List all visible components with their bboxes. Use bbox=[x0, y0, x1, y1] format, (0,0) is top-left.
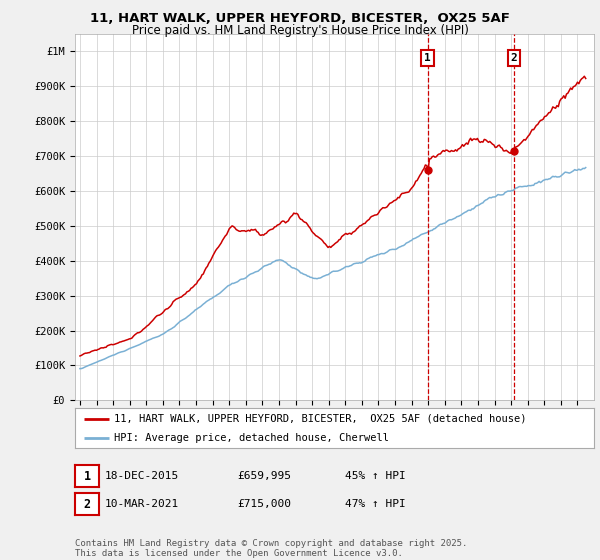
Text: 45% ↑ HPI: 45% ↑ HPI bbox=[345, 471, 406, 481]
Text: 47% ↑ HPI: 47% ↑ HPI bbox=[345, 499, 406, 509]
Text: £659,995: £659,995 bbox=[237, 471, 291, 481]
Text: 2: 2 bbox=[511, 53, 518, 63]
Text: HPI: Average price, detached house, Cherwell: HPI: Average price, detached house, Cher… bbox=[114, 433, 389, 443]
Text: Contains HM Land Registry data © Crown copyright and database right 2025.
This d: Contains HM Land Registry data © Crown c… bbox=[75, 539, 467, 558]
Text: 1: 1 bbox=[83, 469, 91, 483]
Text: 11, HART WALK, UPPER HEYFORD, BICESTER,  OX25 5AF: 11, HART WALK, UPPER HEYFORD, BICESTER, … bbox=[90, 12, 510, 25]
Text: Price paid vs. HM Land Registry's House Price Index (HPI): Price paid vs. HM Land Registry's House … bbox=[131, 24, 469, 36]
Text: £715,000: £715,000 bbox=[237, 499, 291, 509]
Text: 11, HART WALK, UPPER HEYFORD, BICESTER,  OX25 5AF (detached house): 11, HART WALK, UPPER HEYFORD, BICESTER, … bbox=[114, 414, 526, 424]
Text: 10-MAR-2021: 10-MAR-2021 bbox=[105, 499, 179, 509]
Text: 18-DEC-2015: 18-DEC-2015 bbox=[105, 471, 179, 481]
Text: 2: 2 bbox=[83, 497, 91, 511]
Text: 1: 1 bbox=[424, 53, 431, 63]
